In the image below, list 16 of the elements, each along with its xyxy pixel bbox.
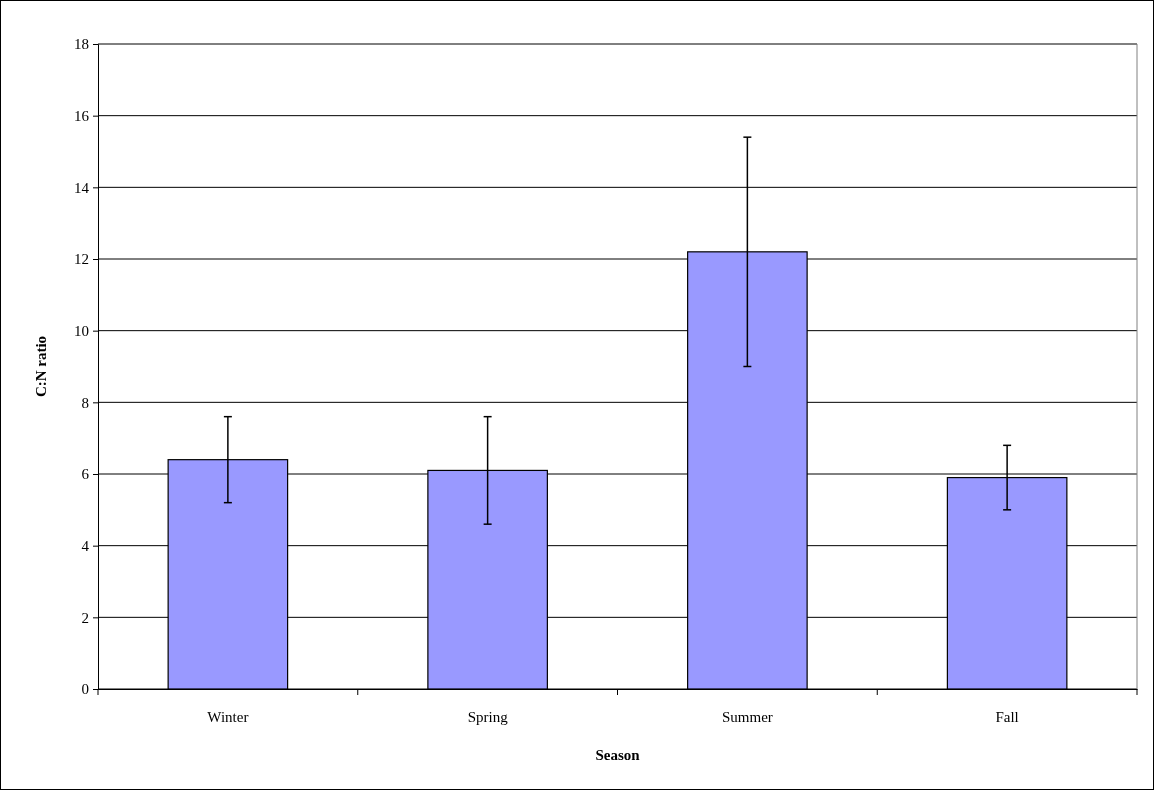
- y-tick-label: 12: [74, 251, 89, 268]
- x-tick-label: Fall: [995, 708, 1019, 725]
- y-tick-label: 14: [74, 179, 90, 196]
- x-axis-title: Season: [595, 747, 641, 763]
- x-tick-label: Spring: [467, 708, 509, 725]
- y-tick-label: 16: [74, 107, 90, 124]
- y-tick-label: 6: [81, 466, 90, 483]
- y-tick-label: 2: [81, 609, 89, 626]
- y-tick-label: 8: [81, 394, 89, 411]
- x-tick-label: Summer: [721, 708, 773, 725]
- y-axis-title: C:N ratio: [33, 335, 49, 398]
- y-tick-label: 0: [81, 681, 89, 698]
- y-tick-label: 10: [74, 322, 89, 339]
- y-tick-label: 4: [81, 537, 90, 554]
- y-tick-label: 18: [74, 36, 89, 53]
- x-tick-label: Winter: [207, 708, 249, 725]
